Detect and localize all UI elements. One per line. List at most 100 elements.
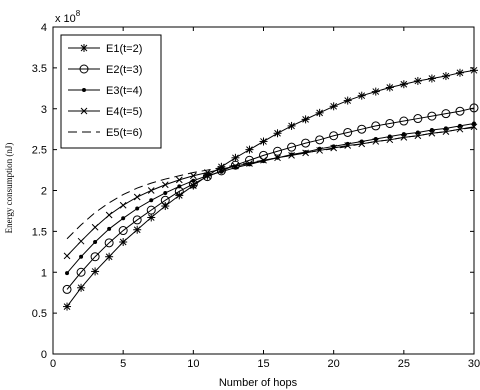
x-marker <box>147 187 155 194</box>
x-tick-label: 20 <box>328 358 340 370</box>
x-tick-label: 5 <box>120 358 126 370</box>
star-marker <box>105 252 114 261</box>
y-tick-label: 3.5 <box>32 63 47 75</box>
y-multiplier: x 108 <box>55 9 81 25</box>
star-marker <box>399 80 408 89</box>
x-marker <box>470 123 478 131</box>
series-line <box>66 127 475 240</box>
circle-marker <box>104 238 114 248</box>
star-marker <box>63 302 72 311</box>
circle-marker <box>371 121 381 131</box>
circle-marker <box>76 267 86 277</box>
y-tick-label: 1.5 <box>32 226 47 238</box>
legend: E1(t=2) E2(t=3) E3(t=4) E4(t=5) E5(t=6) <box>60 34 162 149</box>
star-marker <box>315 108 324 117</box>
star-marker <box>413 76 422 85</box>
dot-marker <box>401 132 406 137</box>
dot-marker <box>387 134 392 139</box>
star-marker <box>245 145 254 154</box>
legend-label: E2(t=3) <box>106 64 142 76</box>
dot-marker <box>205 173 210 178</box>
legend-entry: E1(t=2) <box>68 43 142 55</box>
star-marker <box>259 137 268 146</box>
star-marker <box>231 153 240 162</box>
legend-entry: E4(t=5) <box>68 106 142 118</box>
circle-marker <box>301 138 311 148</box>
circle-marker <box>427 111 437 121</box>
circle-marker <box>146 205 156 215</box>
star-marker <box>91 267 100 276</box>
x-marker <box>63 252 71 260</box>
y-multiplier-exponent: 8 <box>76 9 81 18</box>
star-marker <box>455 68 464 77</box>
x-marker <box>119 201 127 209</box>
circle-marker <box>469 103 479 113</box>
circle-marker <box>441 109 451 119</box>
legend-box <box>60 34 162 149</box>
y-axis-label: Energy consumption (nJ) <box>4 143 14 234</box>
dot-marker <box>79 254 84 259</box>
circle-marker <box>79 64 89 74</box>
star-marker <box>343 96 352 105</box>
x-marker <box>330 144 338 152</box>
star-marker <box>371 87 380 96</box>
dot-marker <box>65 271 70 276</box>
circle-marker <box>455 106 465 116</box>
x-marker <box>442 128 450 135</box>
dot-marker <box>163 190 168 195</box>
x-tick-label: 15 <box>257 358 269 370</box>
dot-marker <box>177 184 182 189</box>
circle-marker <box>385 118 395 128</box>
series-4 <box>63 123 478 260</box>
circle-marker <box>343 127 353 137</box>
x-marker <box>161 181 169 189</box>
circle-marker <box>357 124 367 134</box>
x-marker <box>414 132 422 140</box>
dot-marker <box>443 126 448 131</box>
y-tick-label: 0 <box>41 349 47 361</box>
x-marker <box>232 162 239 170</box>
star-marker <box>385 83 394 92</box>
legend-label: E3(t=4) <box>106 85 142 97</box>
y-tick-label: 2 <box>41 186 47 198</box>
y-tick-label: 3 <box>41 104 47 116</box>
x-marker <box>428 129 436 137</box>
circle-marker <box>62 284 72 294</box>
x-marker <box>175 176 183 184</box>
x-tick-label: 30 <box>468 358 480 370</box>
dot-marker <box>93 240 98 245</box>
star-marker <box>287 121 296 130</box>
series-line <box>66 107 475 290</box>
circle-marker <box>118 226 128 236</box>
y-multiplier-base: x 10 <box>55 13 76 25</box>
star-marker <box>441 72 450 81</box>
star-marker <box>357 91 366 100</box>
dot-marker <box>135 206 140 211</box>
star-marker <box>470 66 478 75</box>
x-tick-label: 10 <box>187 358 199 370</box>
star-marker <box>427 74 436 83</box>
star-marker <box>80 44 88 52</box>
axes: 0 5 10 15 20 25 30 0 0.5 1 1.5 2 2.5 3 3.5 4 <box>32 22 480 370</box>
x-marker <box>133 193 141 201</box>
x-marker <box>189 172 197 180</box>
x-tick-label: 25 <box>398 358 410 370</box>
dot-marker <box>472 121 476 126</box>
star-marker <box>77 283 86 292</box>
circle-marker <box>90 252 100 262</box>
star-marker <box>133 225 142 234</box>
y-tick-label: 1 <box>41 267 47 279</box>
circle-marker <box>399 116 409 126</box>
x-marker <box>77 237 85 245</box>
circle-marker <box>273 146 283 156</box>
circle-marker <box>132 215 142 225</box>
series-line <box>66 126 475 257</box>
x-marker <box>80 107 88 115</box>
legend-entry: E2(t=3) <box>68 64 142 76</box>
y-tick-label: 2.5 <box>32 145 47 157</box>
x-marker <box>246 160 253 167</box>
series-2 <box>62 103 479 294</box>
circle-marker <box>329 131 339 141</box>
dot-marker <box>121 216 126 221</box>
